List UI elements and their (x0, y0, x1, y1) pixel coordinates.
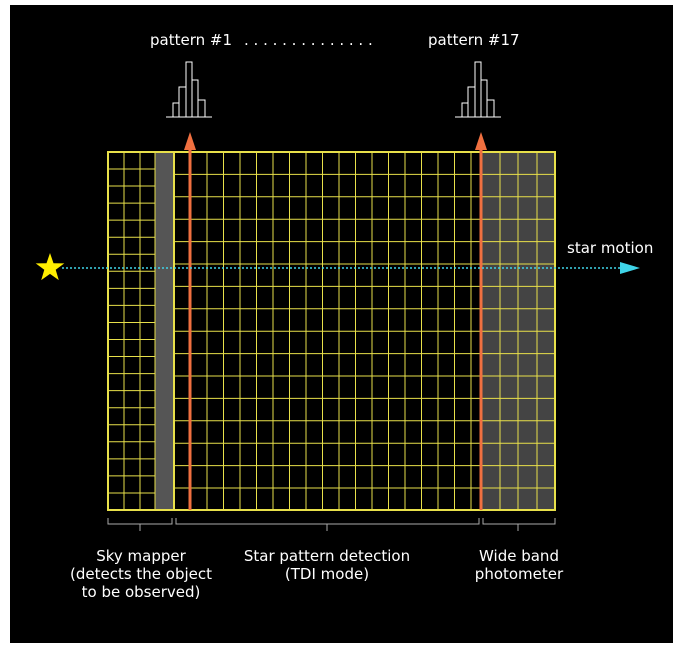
pattern-ellipsis: . . . . . . . . . . . . . . (244, 31, 373, 49)
up-arrow-icon (184, 132, 196, 150)
star-icon (35, 253, 65, 281)
sky-mapper-label: Sky mapper (detects the object to be obs… (66, 547, 216, 601)
black-background (10, 5, 673, 643)
tdi-grid (174, 152, 481, 510)
sky-mapper-desc-2: to be observed) (81, 583, 201, 601)
photometer-title: Wide band (479, 547, 559, 565)
pattern-1-label: pattern #1 (150, 31, 232, 49)
ccd-frame (107, 151, 556, 511)
histogram-icon (455, 61, 501, 118)
star-motion-label: star motion (567, 239, 654, 257)
pattern-17-label: pattern #17 (428, 31, 520, 49)
sky-mapper-desc-1: (detects the object (69, 565, 213, 583)
readout-line-pattern-17 (475, 132, 487, 510)
bracket-photometer (482, 518, 556, 525)
sky-mapper-title: Sky mapper (96, 547, 186, 565)
star-pattern-label: Star pattern detection (TDI mode) (222, 547, 432, 583)
arrow-head-icon (620, 262, 640, 274)
photometer-grid (481, 152, 555, 510)
up-arrow-icon (475, 132, 487, 150)
star-pattern-title: Star pattern detection (243, 547, 411, 565)
histogram-icon (166, 61, 212, 118)
photometer-label: Wide band photometer (464, 547, 574, 583)
sky-mapper-shaded-column (155, 152, 174, 510)
sky-mapper-grid (108, 152, 156, 510)
star-pattern-mode: (TDI mode) (284, 565, 370, 583)
section-brackets (107, 518, 556, 531)
photometer-desc: photometer (474, 565, 564, 583)
readout-line-pattern-1 (184, 132, 196, 510)
